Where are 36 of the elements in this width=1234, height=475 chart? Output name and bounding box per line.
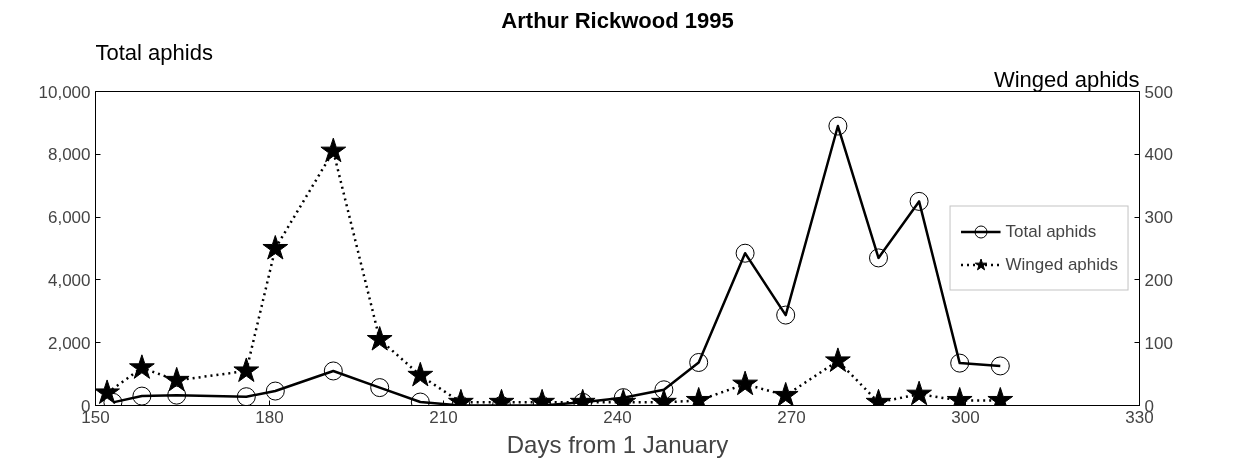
point: [990, 356, 1010, 376]
point: [828, 116, 848, 136]
y-tick-label: 8,000: [47, 145, 91, 165]
x-tick-label: 300: [951, 407, 980, 427]
y2-tick-label: 500: [1144, 82, 1173, 102]
point: [654, 380, 674, 400]
y2-axis-title: Winged aphids: [993, 66, 1140, 92]
point: [236, 387, 256, 406]
y2-tick-label: 400: [1144, 145, 1173, 165]
y-tick-label: 10,000: [38, 82, 91, 102]
point: [735, 243, 755, 263]
legend-label: Total aphids: [1005, 221, 1097, 242]
x-tick-label: 210: [429, 407, 458, 427]
point: [613, 388, 633, 406]
y-tick-label: 2,000: [47, 333, 91, 353]
point: [132, 386, 152, 406]
x-tick-label: 180: [255, 407, 284, 427]
point: [950, 353, 970, 373]
point: [869, 248, 888, 268]
x-axis-title: Days from 1 January: [506, 430, 729, 458]
y2-tick-label: 200: [1144, 270, 1173, 290]
x-tick-label: 270: [777, 407, 806, 427]
legend-label: Winged aphids: [1005, 254, 1118, 275]
y2-tick-label: 300: [1144, 208, 1173, 228]
point: [689, 353, 709, 372]
point: [909, 191, 929, 211]
point: [370, 378, 390, 398]
y2-tick-label: 100: [1144, 333, 1173, 353]
x-tick-label: 240: [603, 407, 632, 427]
point: [265, 381, 285, 401]
y-tick-label: 6,000: [47, 208, 91, 228]
y-axis-title: Total aphids: [95, 39, 213, 65]
point: [323, 361, 343, 381]
chart-title: Arthur Rickwood 1995: [501, 7, 734, 33]
point: [776, 305, 796, 325]
y-tick-label: 4,000: [47, 270, 91, 290]
